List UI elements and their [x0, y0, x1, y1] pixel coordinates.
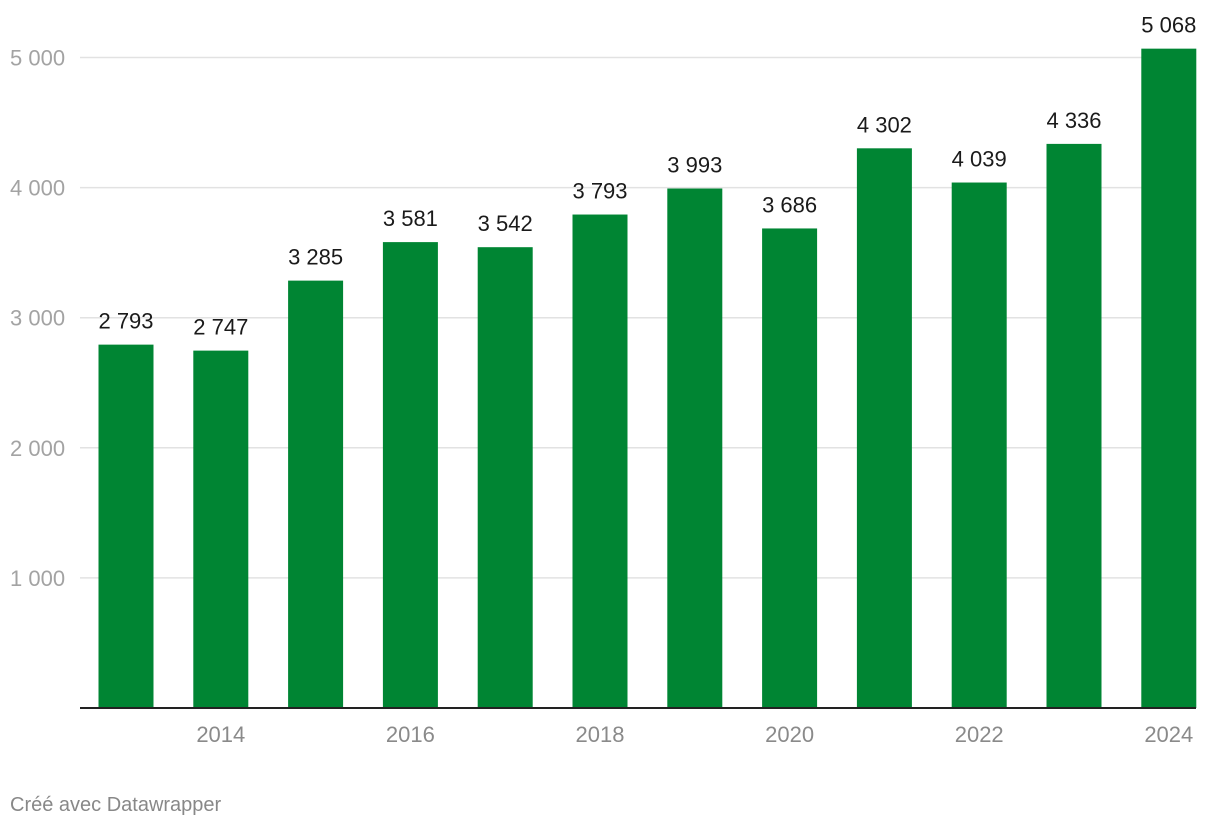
bar-2023 — [1046, 143, 1102, 708]
bar-2019 — [667, 188, 723, 709]
bar-2013 — [98, 344, 154, 708]
y-tick-label: 1 000 — [10, 566, 65, 591]
value-label-2015: 3 285 — [288, 245, 343, 270]
value-label-2018: 3 793 — [572, 179, 627, 204]
bar-2021 — [856, 148, 912, 708]
bar-2016 — [382, 242, 438, 709]
x-tick-label-2024: 2024 — [1144, 722, 1193, 747]
y-tick-label: 3 000 — [10, 306, 65, 331]
value-labels: 2 793 2 747 3 285 3 581 3 542 3 793 3 993 3 686… — [98, 13, 1196, 340]
bar-2017 — [477, 247, 533, 709]
x-tick-label-2020: 2020 — [765, 722, 814, 747]
x-tick-label-2014: 2014 — [196, 722, 245, 747]
bar-2022 — [951, 182, 1007, 708]
value-label-2013: 2 793 — [98, 309, 153, 334]
bars — [98, 48, 1197, 709]
x-tick-label-2018: 2018 — [576, 722, 625, 747]
gridlines — [80, 56, 1196, 579]
value-label-2014: 2 747 — [193, 315, 248, 340]
value-label-2024: 5 068 — [1141, 13, 1196, 38]
bar-2018 — [572, 214, 628, 708]
value-label-2023: 4 336 — [1046, 108, 1101, 133]
value-label-2016: 3 581 — [383, 206, 438, 231]
x-tick-label-2016: 2016 — [386, 722, 435, 747]
value-label-2017: 3 542 — [478, 211, 533, 236]
value-label-2020: 3 686 — [762, 192, 817, 217]
credit-text: Créé avec Datawrapper — [10, 794, 222, 816]
value-label-2019: 3 993 — [667, 153, 722, 178]
x-axis: 2014 2016 2018 2020 2022 2024 — [196, 722, 1193, 747]
bar-2020 — [762, 228, 818, 708]
bar-2014 — [193, 350, 249, 708]
y-tick-label: 2 000 — [10, 436, 65, 461]
y-axis: 1 000 2 000 3 000 4 000 5 000 — [10, 46, 65, 591]
bar-2024 — [1141, 48, 1197, 708]
y-tick-label: 4 000 — [10, 176, 65, 201]
bar-2015 — [288, 280, 344, 708]
value-label-2022: 4 039 — [952, 147, 1007, 172]
y-tick-label: 5 000 — [10, 46, 65, 71]
value-label-2021: 4 302 — [857, 112, 912, 137]
x-tick-label-2022: 2022 — [955, 722, 1004, 747]
